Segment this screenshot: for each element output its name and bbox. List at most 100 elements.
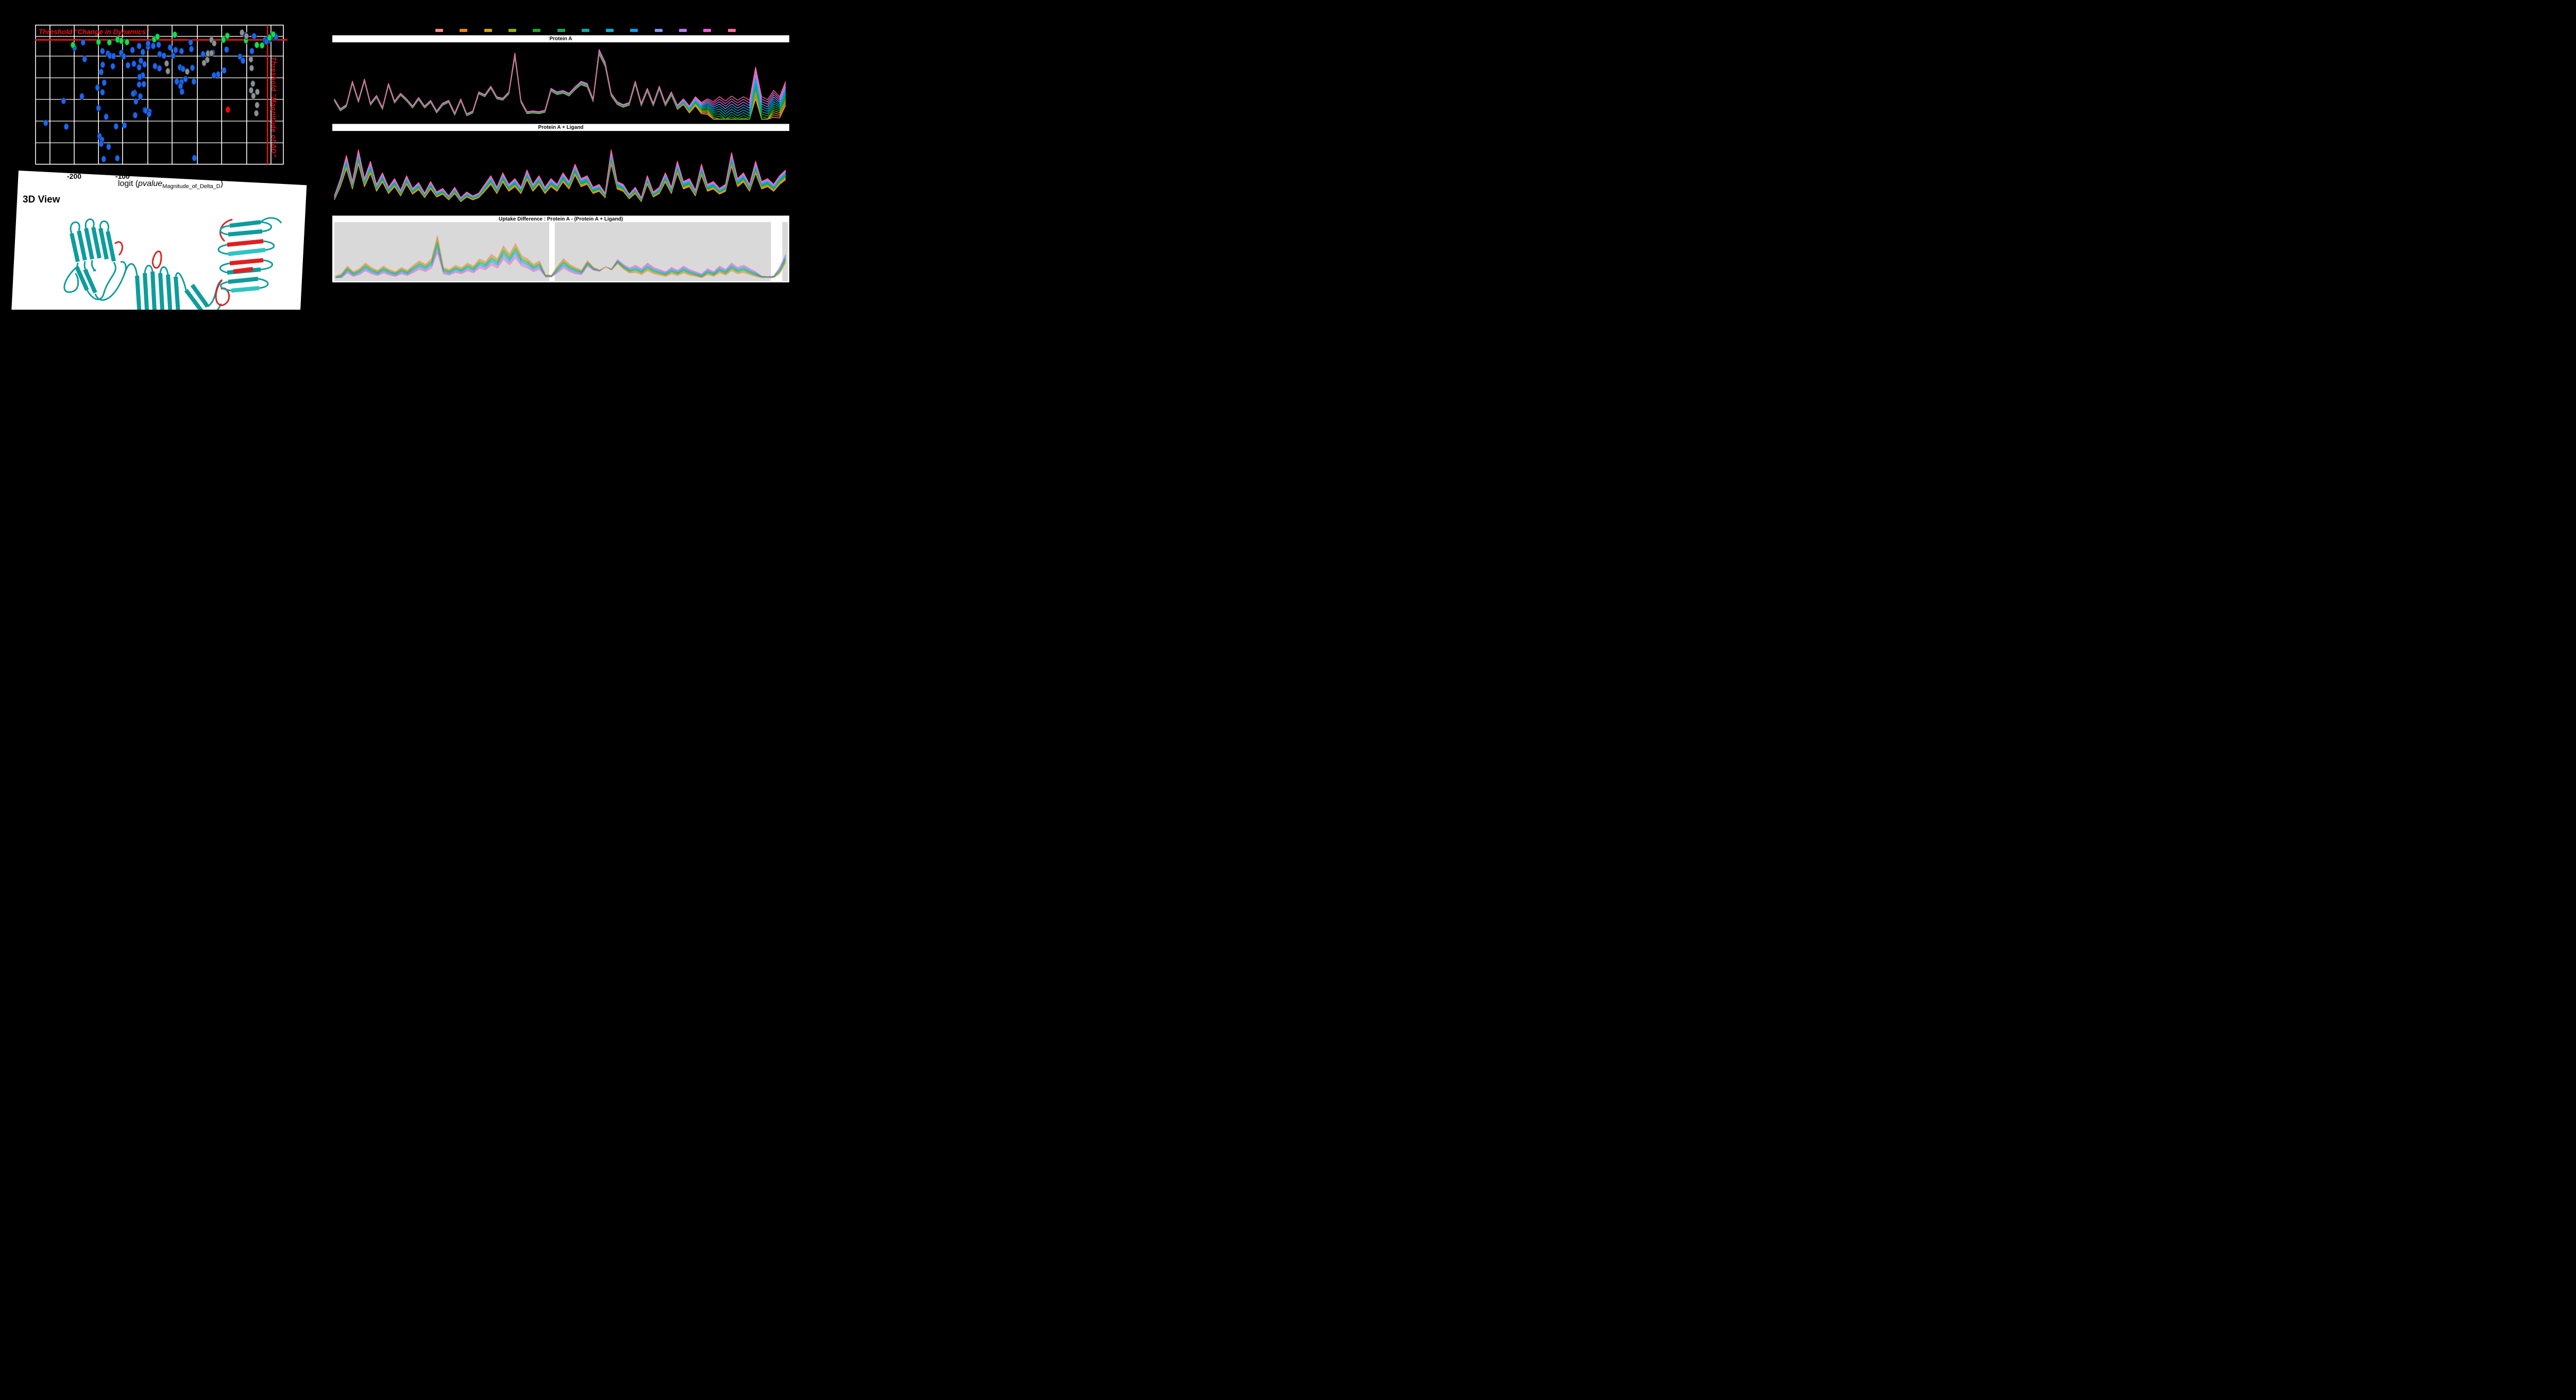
scatter-point-gray[interactable] bbox=[248, 56, 253, 63]
scatter-point-blue[interactable] bbox=[145, 40, 151, 47]
scatter-point-blue[interactable] bbox=[104, 113, 109, 121]
scatter-point-blue[interactable] bbox=[264, 38, 269, 45]
scatter-point-blue[interactable] bbox=[100, 47, 105, 55]
volcano-plot[interactable]: Threshold "Change in Dynamics" Threshold … bbox=[31, 21, 294, 173]
scatter-point-blue[interactable] bbox=[142, 61, 147, 68]
uptake-plot-difference[interactable] bbox=[334, 222, 788, 281]
scatter-point-blue[interactable] bbox=[98, 69, 104, 76]
scatter-point-blue[interactable] bbox=[174, 78, 180, 85]
scatter-point-gray[interactable] bbox=[184, 68, 190, 75]
scatter-point-blue[interactable] bbox=[188, 39, 193, 46]
scatter-point-blue[interactable] bbox=[150, 42, 156, 49]
scatter-point-blue[interactable] bbox=[140, 48, 146, 56]
legend-swatch-1[interactable] bbox=[435, 29, 443, 32]
scatter-point-blue[interactable] bbox=[146, 110, 152, 118]
scatter-point-blue[interactable] bbox=[138, 93, 143, 100]
scatter-point-green[interactable] bbox=[270, 31, 276, 38]
scatter-point-blue[interactable] bbox=[111, 53, 116, 60]
legend-swatch-2[interactable] bbox=[460, 29, 468, 32]
scatter-point-green[interactable] bbox=[155, 33, 160, 40]
scatter-point-blue[interactable] bbox=[191, 78, 197, 85]
legend-swatch-5[interactable] bbox=[533, 29, 541, 32]
scatter-point-red[interactable] bbox=[225, 106, 231, 113]
scatter-point-blue[interactable] bbox=[100, 61, 106, 69]
scatter-point-gray[interactable] bbox=[250, 80, 256, 87]
scatter-point-blue[interactable] bbox=[130, 90, 136, 97]
legend-swatch-7[interactable] bbox=[581, 29, 589, 32]
scatter-point-blue[interactable] bbox=[130, 46, 135, 54]
scatter-point-blue[interactable] bbox=[121, 53, 127, 60]
legend-swatch-6[interactable] bbox=[557, 29, 565, 32]
scatter-point-gray[interactable] bbox=[209, 49, 214, 57]
scatter-point-gray[interactable] bbox=[253, 110, 259, 117]
scatter-point-blue[interactable] bbox=[200, 50, 206, 58]
scatter-point-gray[interactable] bbox=[248, 87, 254, 94]
scatter-point-gray[interactable] bbox=[244, 32, 249, 40]
uptake-plot-protein-a[interactable] bbox=[332, 42, 789, 124]
scatter-point-blue[interactable] bbox=[179, 47, 184, 55]
scatter-point-blue[interactable] bbox=[132, 112, 138, 119]
scatter-point-blue[interactable] bbox=[101, 79, 107, 87]
scatter-point-blue[interactable] bbox=[137, 73, 142, 80]
legend-swatch-9[interactable] bbox=[630, 29, 638, 32]
scatter-point-green[interactable] bbox=[70, 41, 76, 48]
legend-swatch-10[interactable] bbox=[654, 29, 663, 32]
scatter-point-blue[interactable] bbox=[96, 105, 101, 112]
scatter-point-green[interactable] bbox=[267, 34, 272, 41]
scatter-point-gray[interactable] bbox=[249, 64, 255, 72]
scatter-point-gray[interactable] bbox=[255, 102, 260, 109]
scatter-point-blue[interactable] bbox=[192, 155, 197, 162]
scatter-point-blue[interactable] bbox=[173, 46, 178, 54]
scatter-point-blue[interactable] bbox=[240, 57, 246, 64]
scatter-point-blue[interactable] bbox=[80, 39, 86, 46]
scatter-point-blue[interactable] bbox=[211, 72, 217, 79]
scatter-point-blue[interactable] bbox=[43, 119, 48, 127]
legend-swatch-3[interactable] bbox=[484, 29, 492, 32]
scatter-point-gray[interactable] bbox=[239, 29, 245, 36]
scatter-point-blue[interactable] bbox=[157, 50, 162, 58]
scatter-point-blue[interactable] bbox=[161, 52, 167, 59]
scatter-point-gray[interactable] bbox=[255, 88, 260, 95]
scatter-point-blue[interactable] bbox=[171, 52, 176, 59]
scatter-point-green[interactable] bbox=[221, 36, 226, 43]
scatter-point-green[interactable] bbox=[124, 39, 130, 46]
scatter-point-green[interactable] bbox=[107, 39, 112, 46]
scatter-point-green[interactable] bbox=[96, 38, 101, 45]
protein-3d-viewer[interactable]: 3D View bbox=[10, 171, 307, 310]
scatter-point-blue[interactable] bbox=[167, 44, 173, 51]
scatter-point-blue[interactable] bbox=[137, 81, 142, 88]
scatter-point-blue[interactable] bbox=[249, 47, 255, 55]
scatter-point-blue[interactable] bbox=[156, 41, 161, 48]
scatter-point-blue[interactable] bbox=[131, 60, 137, 68]
scatter-point-blue[interactable] bbox=[113, 123, 119, 130]
scatter-point-blue[interactable] bbox=[137, 42, 142, 49]
scatter-point-green[interactable] bbox=[118, 37, 124, 44]
scatter-point-blue[interactable] bbox=[251, 32, 257, 40]
scatter-point-blue[interactable] bbox=[63, 123, 69, 130]
scatter-point-green[interactable] bbox=[172, 31, 178, 38]
scatter-point-blue[interactable] bbox=[95, 84, 100, 91]
scatter-point-blue[interactable] bbox=[114, 155, 120, 162]
scatter-point-blue[interactable] bbox=[215, 71, 221, 78]
scatter-point-blue[interactable] bbox=[110, 63, 115, 70]
scatter-point-blue[interactable] bbox=[79, 93, 84, 100]
legend-swatch-13[interactable] bbox=[727, 29, 736, 32]
scatter-point-blue[interactable] bbox=[106, 143, 111, 150]
scatter-point-blue[interactable] bbox=[137, 64, 142, 71]
scatter-point-blue[interactable] bbox=[101, 156, 107, 163]
scatter-point-gray[interactable] bbox=[164, 60, 170, 67]
legend-swatch-8[interactable] bbox=[606, 29, 614, 32]
scatter-point-gray[interactable] bbox=[165, 68, 171, 75]
scatter-point-blue[interactable] bbox=[189, 45, 194, 53]
scatter-point-blue[interactable] bbox=[179, 88, 185, 95]
scatter-point-blue[interactable] bbox=[152, 62, 158, 70]
scatter-point-blue[interactable] bbox=[133, 98, 139, 105]
legend-swatch-11[interactable] bbox=[679, 29, 687, 32]
uptake-plot-protein-a-ligand[interactable] bbox=[332, 130, 789, 208]
scatter-point-blue[interactable] bbox=[237, 53, 243, 60]
scatter-point-blue[interactable] bbox=[222, 67, 227, 74]
scatter-point-blue[interactable] bbox=[122, 122, 127, 129]
scatter-point-blue[interactable] bbox=[224, 46, 229, 53]
scatter-point-blue[interactable] bbox=[98, 140, 104, 147]
scatter-point-blue[interactable] bbox=[61, 97, 66, 105]
